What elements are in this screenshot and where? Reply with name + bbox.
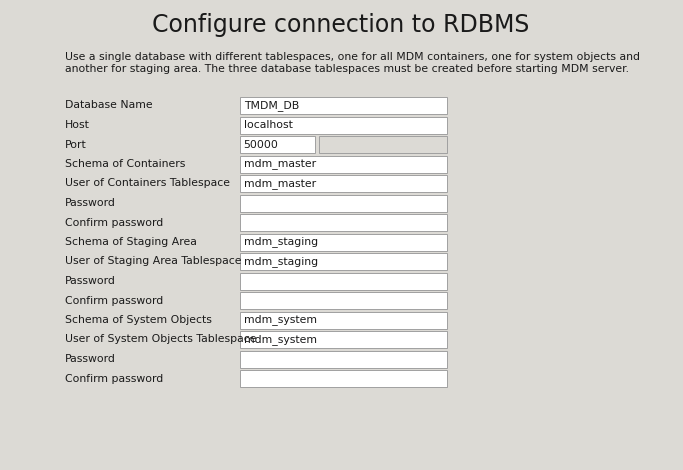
- Text: mdm_staging: mdm_staging: [244, 256, 318, 267]
- FancyBboxPatch shape: [240, 273, 447, 290]
- Text: Schema of Staging Area: Schema of Staging Area: [65, 237, 197, 247]
- FancyBboxPatch shape: [240, 370, 447, 387]
- FancyBboxPatch shape: [240, 214, 447, 231]
- Text: User of Containers Tablespace: User of Containers Tablespace: [65, 179, 230, 188]
- FancyBboxPatch shape: [240, 331, 447, 348]
- Text: Confirm password: Confirm password: [65, 296, 163, 306]
- FancyBboxPatch shape: [240, 136, 315, 153]
- FancyBboxPatch shape: [240, 312, 447, 329]
- Text: Database Name: Database Name: [65, 101, 152, 110]
- Text: User of Staging Area Tablespace: User of Staging Area Tablespace: [65, 257, 242, 266]
- FancyBboxPatch shape: [319, 136, 447, 153]
- Text: Host: Host: [65, 120, 90, 130]
- Text: Port: Port: [65, 140, 87, 149]
- FancyBboxPatch shape: [240, 175, 447, 192]
- FancyBboxPatch shape: [240, 117, 447, 133]
- Text: TMDM_DB: TMDM_DB: [244, 100, 299, 111]
- Text: mdm_master: mdm_master: [244, 178, 316, 189]
- FancyBboxPatch shape: [240, 234, 447, 251]
- Text: Schema of System Objects: Schema of System Objects: [65, 315, 212, 325]
- Text: Confirm password: Confirm password: [65, 218, 163, 227]
- Text: User of System Objects Tablespace: User of System Objects Tablespace: [65, 335, 257, 345]
- Text: Use a single database with different tablespaces, one for all MDM containers, on: Use a single database with different tab…: [65, 52, 640, 74]
- Text: mdm_staging: mdm_staging: [244, 236, 318, 247]
- Text: Password: Password: [65, 354, 116, 364]
- Text: mdm_system: mdm_system: [244, 334, 317, 345]
- Text: Configure connection to RDBMS: Configure connection to RDBMS: [152, 13, 530, 37]
- FancyBboxPatch shape: [240, 156, 447, 172]
- Text: mdm_master: mdm_master: [244, 158, 316, 170]
- FancyBboxPatch shape: [240, 351, 447, 368]
- FancyBboxPatch shape: [240, 292, 447, 309]
- Text: Password: Password: [65, 276, 116, 286]
- FancyBboxPatch shape: [240, 253, 447, 270]
- Text: Password: Password: [65, 198, 116, 208]
- Text: 50000: 50000: [243, 140, 278, 149]
- Text: Schema of Containers: Schema of Containers: [65, 159, 185, 169]
- Text: localhost: localhost: [244, 120, 293, 130]
- Text: Confirm password: Confirm password: [65, 374, 163, 384]
- Text: mdm_system: mdm_system: [244, 314, 317, 325]
- FancyBboxPatch shape: [240, 195, 447, 212]
- FancyBboxPatch shape: [240, 97, 447, 114]
